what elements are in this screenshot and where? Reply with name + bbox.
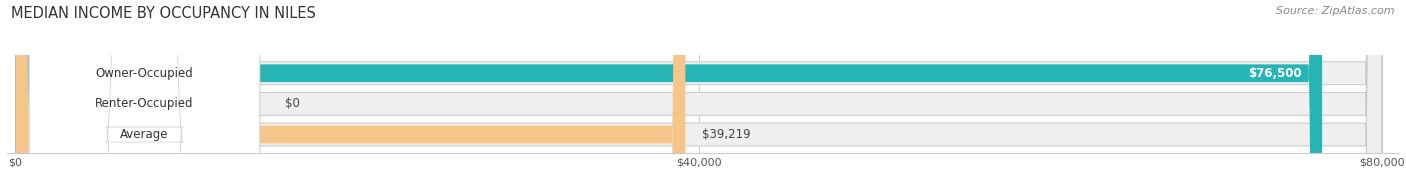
Text: Source: ZipAtlas.com: Source: ZipAtlas.com	[1277, 6, 1395, 16]
FancyBboxPatch shape	[15, 0, 1322, 196]
Text: Renter-Occupied: Renter-Occupied	[96, 97, 194, 110]
Text: MEDIAN INCOME BY OCCUPANCY IN NILES: MEDIAN INCOME BY OCCUPANCY IN NILES	[11, 6, 316, 21]
Text: $76,500: $76,500	[1249, 67, 1302, 80]
FancyBboxPatch shape	[15, 0, 1382, 196]
FancyBboxPatch shape	[15, 0, 685, 196]
FancyBboxPatch shape	[30, 0, 260, 196]
Text: Average: Average	[121, 128, 169, 141]
Text: $0: $0	[285, 97, 301, 110]
Text: $39,219: $39,219	[703, 128, 751, 141]
FancyBboxPatch shape	[15, 0, 1382, 196]
FancyBboxPatch shape	[15, 0, 1382, 196]
Text: Owner-Occupied: Owner-Occupied	[96, 67, 194, 80]
FancyBboxPatch shape	[30, 0, 260, 196]
FancyBboxPatch shape	[30, 0, 260, 196]
